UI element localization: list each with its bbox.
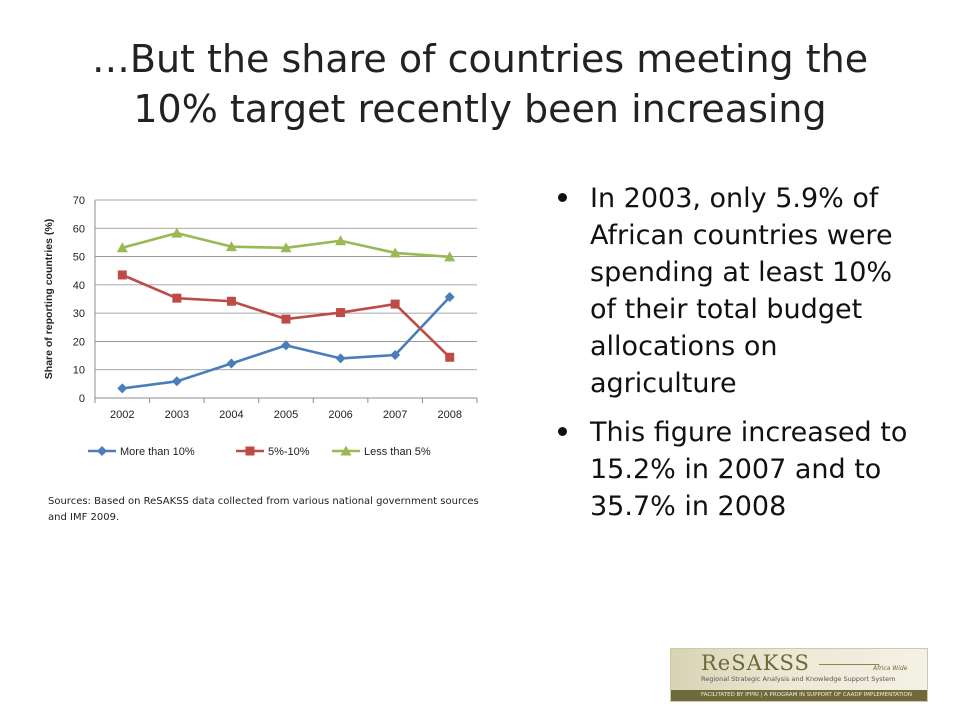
data-point [389, 247, 401, 258]
y-tick-label: 10 [73, 365, 85, 377]
legend-label: Less than 5% [364, 446, 431, 458]
data-point [117, 270, 127, 280]
data-point [336, 308, 346, 318]
logo-tag: Africa Wide [873, 665, 908, 672]
data-point [390, 350, 401, 361]
y-tick-label: 70 [73, 195, 85, 207]
data-point [171, 227, 183, 238]
sources-note: Sources: Based on ReSAKSS data collected… [48, 496, 479, 523]
y-tick-label: 50 [73, 252, 85, 264]
slide-title-line-1: …But the share of countries meeting the [91, 37, 869, 81]
bullet-item: In 2003, only 5.9% of African countries … [556, 180, 926, 402]
data-point [281, 314, 291, 324]
y-tick-label: 0 [79, 393, 85, 405]
data-point [171, 376, 182, 387]
data-point [390, 299, 400, 309]
y-tick-label: 30 [73, 308, 85, 320]
legend-label: More than 10% [120, 446, 195, 458]
logo-rule [819, 664, 879, 665]
y-tick-label: 40 [73, 280, 85, 292]
x-tick-label: 2002 [110, 409, 134, 421]
bullet-item: This figure increased to 15.2% in 2007 a… [556, 414, 926, 525]
data-point [116, 242, 128, 253]
bullet-list: In 2003, only 5.9% of African countries … [556, 180, 926, 537]
data-point [335, 353, 346, 364]
data-point [117, 383, 128, 394]
x-tick-label: 2006 [328, 409, 352, 421]
data-point [172, 293, 182, 303]
data-point [445, 352, 455, 362]
y-axis-label: Share of reporting countries (%) [43, 219, 55, 379]
y-tick-label: 60 [73, 223, 85, 235]
legend-marker [97, 446, 107, 456]
legend-marker [340, 445, 352, 456]
x-tick-label: 2005 [274, 409, 298, 421]
legend-marker [245, 446, 255, 456]
data-point [280, 242, 292, 253]
slide-title-line-2: 10% target recently been increasing [133, 87, 827, 131]
slide-title: …But the share of countries meeting the … [40, 34, 920, 134]
data-point [281, 340, 291, 351]
y-tick-label: 20 [73, 336, 85, 348]
line-chart: 0 10 20 30 40 50 60 70 2002 2003 2004 2005 2006 2007 2… [43, 195, 478, 458]
data-point [335, 235, 347, 246]
x-tick-label: 2003 [165, 409, 189, 421]
logo-subtitle: Regional Strategic Analysis and Knowledg… [701, 675, 896, 683]
bullet-icon [558, 193, 567, 202]
bullet-icon [558, 427, 567, 436]
x-tick-label: 2007 [383, 409, 407, 421]
x-tick-label: 2004 [219, 409, 243, 421]
data-point [444, 251, 456, 262]
resakss-logo: ReSAKSS Africa Wide Regional Strategic A… [670, 648, 928, 702]
logo-footer: FACILITATED BY IFPRI | A PROGRAM IN SUPP… [671, 690, 927, 701]
data-point [444, 292, 455, 303]
bullet-text: This figure increased to 15.2% in 2007 a… [590, 417, 908, 522]
bullet-text: In 2003, only 5.9% of African countries … [590, 183, 893, 399]
data-point [226, 358, 237, 369]
data-point [225, 241, 237, 252]
data-point [226, 296, 236, 306]
x-tick-label: 2008 [437, 409, 461, 421]
logo-brand: ReSAKSS [701, 651, 810, 675]
legend-label: 5%-10% [268, 446, 310, 458]
